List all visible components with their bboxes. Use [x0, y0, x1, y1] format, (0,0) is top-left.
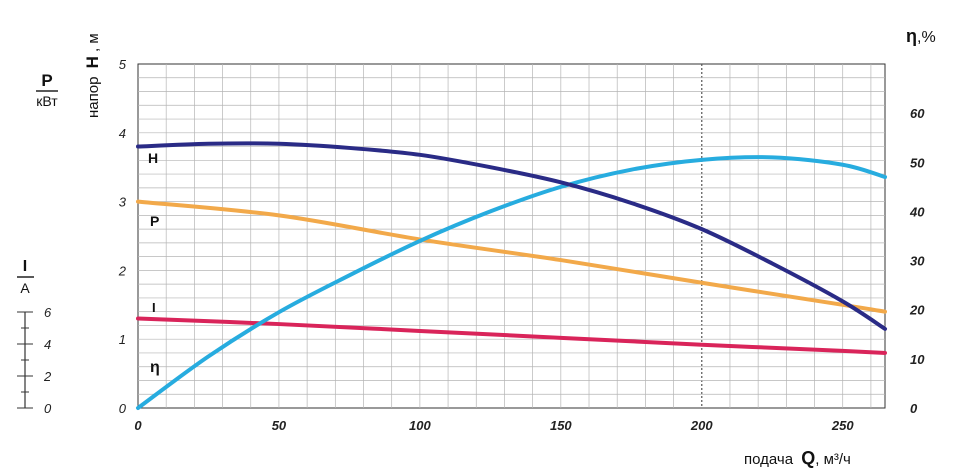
- x-tick-labels: 0 50 100 150 200 250: [134, 418, 854, 433]
- left-tick-label: 3: [119, 195, 127, 210]
- efficiency-tick-label: 40: [909, 204, 925, 219]
- curve-p: [136, 199, 887, 314]
- x-axis-label: подача Q, м³/ч: [744, 448, 851, 468]
- left-axis-label-unit: , м: [85, 33, 102, 52]
- efficiency-tick-label: 30: [910, 254, 925, 269]
- curve-h: [136, 141, 887, 331]
- left-tick-label: 5: [119, 57, 127, 72]
- x-tick-label: 250: [831, 418, 854, 433]
- curve-i: [136, 316, 887, 355]
- efficiency-tick-label: 20: [909, 303, 925, 318]
- curves: [136, 141, 887, 410]
- left-axis-label-symbol: Н: [83, 56, 102, 68]
- power-axis-symbol: P: [41, 71, 52, 90]
- curve-eta: [136, 155, 887, 410]
- current-tick-label: 6: [44, 305, 52, 320]
- left-tick-label: 1: [119, 332, 126, 347]
- efficiency-axis-title: η,%: [906, 26, 936, 46]
- x-axis-label-prefix: подача: [744, 451, 794, 468]
- x-tick-label: 200: [690, 418, 713, 433]
- left-axis-label: напор Н , м: [83, 33, 102, 118]
- current-axis-symbol: I: [23, 258, 27, 275]
- x-axis-label-unit: , м³/ч: [815, 451, 851, 468]
- left-tick-label: 2: [118, 263, 127, 278]
- left-tick-labels: 0 1 2 3 4 5: [118, 57, 127, 416]
- current-scale: 0 2 4 6: [17, 305, 52, 416]
- x-axis-label-symbol: Q: [801, 448, 815, 468]
- grid: [138, 64, 885, 408]
- current-tick-label: 2: [43, 369, 52, 384]
- left-tick-label: 0: [119, 401, 127, 416]
- curve-label-h: Н: [148, 150, 158, 166]
- current-tick-label: 4: [44, 337, 51, 352]
- efficiency-tick-labels: 0 10 20 30 40 50 60: [909, 106, 925, 416]
- efficiency-tick-label: 60: [910, 106, 925, 121]
- efficiency-axis-unit: ,%: [917, 29, 936, 46]
- efficiency-tick-label: 50: [910, 155, 925, 170]
- current-axis-unit: A: [20, 280, 30, 296]
- x-tick-label: 100: [409, 418, 431, 433]
- left-axis-label-prefix: напор: [85, 77, 102, 118]
- current-tick-label: 0: [44, 401, 52, 416]
- efficiency-tick-label: 10: [910, 352, 925, 367]
- curve-label-eta: η: [150, 359, 160, 376]
- x-tick-label: 0: [134, 418, 142, 433]
- x-tick-label: 50: [272, 418, 287, 433]
- x-tick-label: 150: [550, 418, 572, 433]
- plot-area: [137, 63, 886, 409]
- power-axis-unit: кВт: [36, 93, 58, 109]
- efficiency-axis-symbol: η: [906, 26, 917, 46]
- left-tick-label: 4: [119, 126, 126, 141]
- curve-label-i: I: [152, 300, 156, 315]
- efficiency-tick-label: 0: [910, 401, 918, 416]
- curve-label-p: P: [150, 213, 159, 229]
